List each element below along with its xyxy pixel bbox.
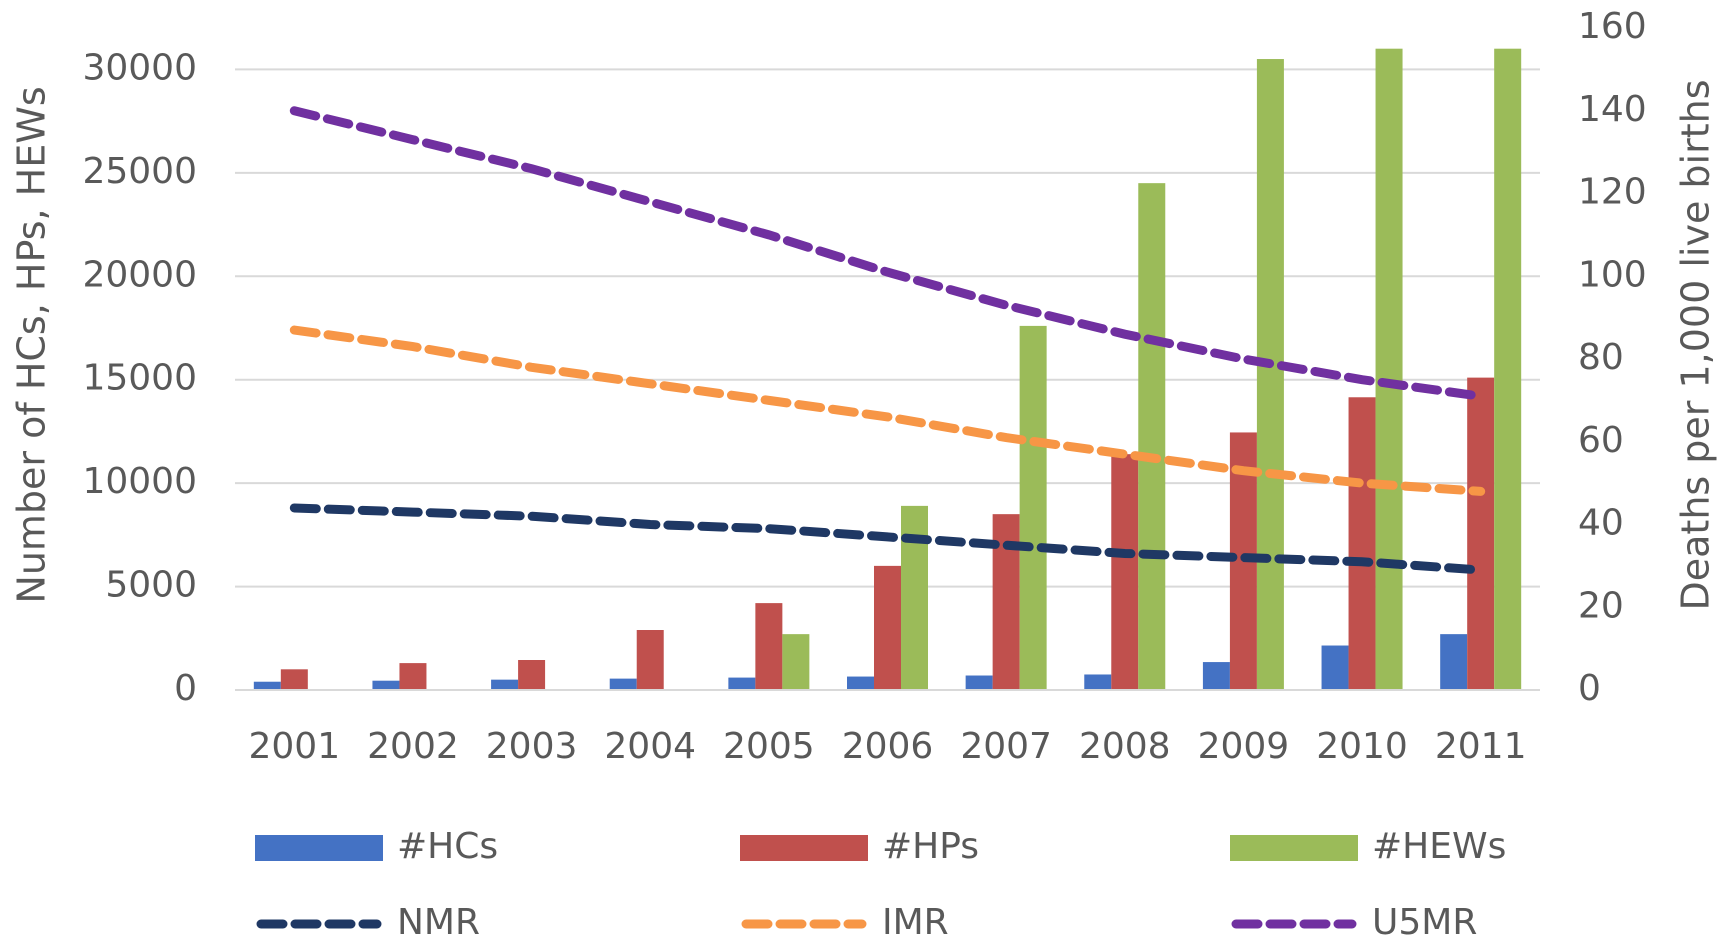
legend-label: #HPs [882,826,979,867]
y-axis-title: Number of HCs, HPs, HEWs [10,86,54,603]
bar [1440,634,1468,690]
bar [636,630,664,690]
bar [1256,59,1284,690]
x-tick-label: 2008 [1079,726,1171,767]
y-tick-label: 10000 [82,461,197,502]
bar [755,603,783,690]
legend-label: #HCs [397,826,498,867]
legend-label: NMR [397,902,480,937]
y2-tick-label: 100 [1578,254,1647,295]
y2-tick-label: 20 [1578,585,1624,626]
bar [1375,48,1403,690]
bar [1348,397,1376,690]
bar [1494,48,1522,690]
bar [1321,645,1349,690]
bar [491,679,519,690]
bar [1111,454,1139,690]
bar [1084,674,1112,690]
y-tick-label: 5000 [105,565,197,606]
y2-tick-label: 60 [1578,420,1624,461]
line-series [289,325,1486,496]
y-tick-label: 15000 [82,358,197,399]
x-tick-label: 2011 [1435,726,1527,767]
bar [728,677,756,690]
bar [280,669,308,690]
y2-tick-label: 80 [1578,337,1624,378]
bar [847,676,874,690]
legend-label: #HEWs [1372,826,1506,867]
legend-swatch [740,835,868,861]
x-tick-label: 2004 [604,726,696,767]
line-series [289,106,1486,401]
bar [609,678,637,690]
bar [253,681,281,690]
y-tick-label: 20000 [82,254,197,295]
x-tick-label: 2001 [249,726,341,767]
y2-axis-title: Deaths per 1,000 live births [1674,80,1718,611]
x-tick-label: 2005 [723,726,815,767]
y2-tick-label: 0 [1578,668,1601,709]
bar [1467,377,1495,690]
bar [901,505,928,690]
x-tick-label: 2003 [486,726,578,767]
y2-tick-label: 160 [1578,6,1647,47]
legend-label: IMR [882,902,949,937]
bar [874,565,901,690]
bar [782,634,810,690]
y-tick-label: 25000 [82,151,197,192]
legend-swatch [255,835,383,861]
y2-tick-label: 140 [1578,89,1647,130]
y2-tick-label: 120 [1578,172,1647,213]
bar [518,660,546,690]
legend-swatch [1230,835,1358,861]
x-tick-label: 2002 [367,726,459,767]
bar [1138,183,1166,690]
x-tick-label: 2010 [1316,726,1408,767]
bar [965,675,993,690]
x-tick-label: 2007 [960,726,1052,767]
legend-label: U5MR [1372,902,1477,937]
line-series [289,503,1486,575]
y2-tick-label: 40 [1578,503,1624,544]
bar [1202,662,1230,690]
x-tick-label: 2006 [842,726,934,767]
bar [399,663,427,690]
bar [372,680,400,690]
bar [1019,325,1047,690]
y-tick-label: 0 [174,668,197,709]
x-tick-label: 2009 [1198,726,1290,767]
y-tick-label: 30000 [82,47,197,88]
